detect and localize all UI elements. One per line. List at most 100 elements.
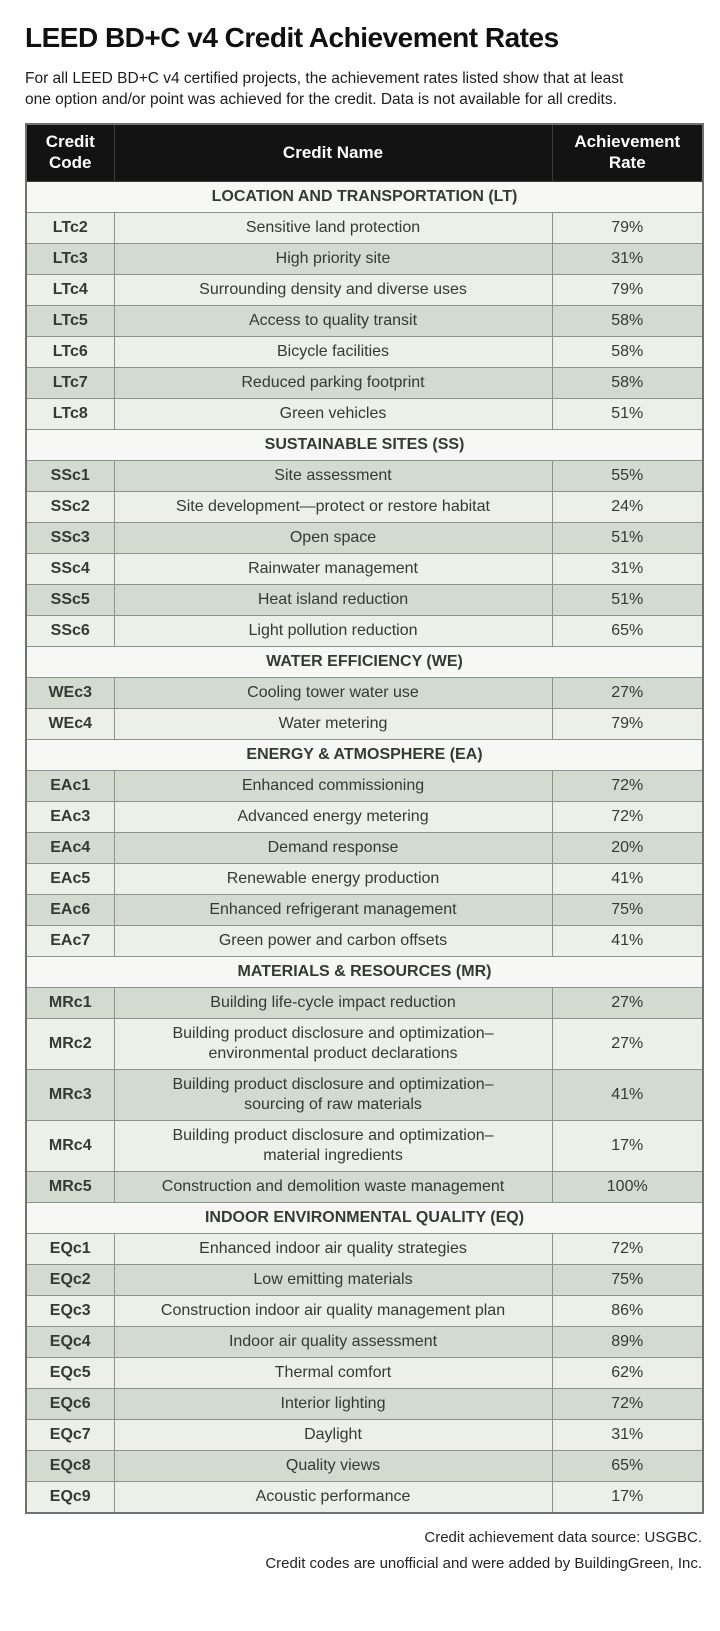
- table-row: LTc6 Bicycle facilities 58%: [25, 336, 704, 368]
- credit-name-cell: Water metering: [113, 708, 553, 740]
- section-heading: MATERIALS & RESOURCES (MR): [25, 956, 704, 988]
- table-row: LTc8 Green vehicles 51%: [25, 398, 704, 430]
- credit-name-cell: Site development—protect or restore habi…: [113, 491, 553, 523]
- footnote-credit-codes: Credit codes are unofficial and were add…: [265, 1555, 702, 1572]
- table-row: EQc1 Enhanced indoor air quality strategi…: [25, 1233, 704, 1265]
- achievement-rate-cell: 79%: [551, 274, 704, 306]
- credit-code-cell: EQc9: [25, 1481, 115, 1514]
- achievement-rate-cell: 58%: [551, 305, 704, 337]
- section-heading: INDOOR ENVIRONMENTAL QUALITY (EQ): [25, 1202, 704, 1234]
- achievement-rate-cell: 20%: [551, 832, 704, 864]
- table-row: EAc4 Demand response 20%: [25, 832, 704, 864]
- credit-code-cell: SSc5: [25, 584, 115, 616]
- credit-name-cell: Cooling tower water use: [113, 677, 553, 709]
- credit-code-cell: MRc5: [25, 1171, 115, 1203]
- achievement-rate-cell: 86%: [551, 1295, 704, 1327]
- credit-name-cell: Rainwater management: [113, 553, 553, 585]
- credit-name-cell: Building product disclosure and optimiza…: [113, 1120, 553, 1172]
- achievement-rate-cell: 31%: [551, 243, 704, 275]
- achievement-rate-cell: 65%: [551, 615, 704, 647]
- credit-table-body: LOCATION AND TRANSPORTATION (LT) LTc2 Sens…: [25, 181, 704, 1514]
- credit-name-cell: Renewable energy production: [113, 863, 553, 895]
- credit-code-cell: EQc6: [25, 1388, 115, 1420]
- credit-name-cell: Heat island reduction: [113, 584, 553, 616]
- section-heading: LOCATION AND TRANSPORTATION (LT): [25, 181, 704, 213]
- footnotes: Credit achievement data source: USGBC. C…: [25, 1529, 702, 1572]
- credit-name-cell: Bicycle facilities: [113, 336, 553, 368]
- credit-name-cell: Access to quality transit: [113, 305, 553, 337]
- section-header-row: ENERGY & ATMOSPHERE (EA): [25, 739, 704, 771]
- section-header-row: SUSTAINABLE SITES (SS): [25, 429, 704, 461]
- page-subtitle: For all LEED BD+C v4 certified projects,…: [25, 70, 624, 108]
- credit-name-cell: High priority site: [113, 243, 553, 275]
- page: LEED BD+C v4 Credit Achievement Rates Fo…: [25, 22, 704, 1572]
- achievement-rate-cell: 27%: [551, 1018, 704, 1070]
- credit-name-cell: Interior lighting: [113, 1388, 553, 1420]
- achievement-rate-cell: 100%: [551, 1171, 704, 1203]
- credit-name-cell: Surrounding density and diverse uses: [113, 274, 553, 306]
- table-header-row: Credit Code Credit Name Achievement Rate: [25, 123, 704, 182]
- column-header-credit-code: Credit Code: [25, 123, 115, 182]
- achievement-rate-cell: 31%: [551, 1419, 704, 1451]
- page-title: LEED BD+C v4 Credit Achievement Rates: [25, 22, 559, 53]
- credit-name-cell: Advanced energy metering: [113, 801, 553, 833]
- table-row: SSc1 Site assessment 55%: [25, 460, 704, 492]
- section-heading: ENERGY & ATMOSPHERE (EA): [25, 739, 704, 771]
- credit-code-cell: EQc7: [25, 1419, 115, 1451]
- table-row: MRc2 Building product disclosure and opti…: [25, 1018, 704, 1070]
- table-row: LTc7 Reduced parking footprint 58%: [25, 367, 704, 399]
- credit-name-cell: Building product disclosure and optimiza…: [113, 1069, 553, 1121]
- section-header-row: INDOOR ENVIRONMENTAL QUALITY (EQ): [25, 1202, 704, 1234]
- credit-code-cell: LTc7: [25, 367, 115, 399]
- credit-name-cell: Building life-cycle impact reduction: [113, 987, 553, 1019]
- table-row: MRc3 Building product disclosure and opti…: [25, 1069, 704, 1121]
- table-row: EQc5 Thermal comfort 62%: [25, 1357, 704, 1389]
- credit-name-cell: Enhanced commissioning: [113, 770, 553, 802]
- table-row: EAc5 Renewable energy production 41%: [25, 863, 704, 895]
- credit-code-cell: MRc4: [25, 1120, 115, 1172]
- table-row: SSc6 Light pollution reduction 65%: [25, 615, 704, 647]
- credit-code-cell: EQc4: [25, 1326, 115, 1358]
- table-row: EAc3 Advanced energy metering 72%: [25, 801, 704, 833]
- table-row: EQc4 Indoor air quality assessment 89%: [25, 1326, 704, 1358]
- achievement-rate-cell: 62%: [551, 1357, 704, 1389]
- credit-code-cell: WEc4: [25, 708, 115, 740]
- credit-achievement-table: Credit Code Credit Name Achievement Rate…: [25, 123, 704, 1514]
- achievement-rate-cell: 55%: [551, 460, 704, 492]
- credit-name-cell: Green power and carbon offsets: [113, 925, 553, 957]
- credit-code-cell: LTc3: [25, 243, 115, 275]
- achievement-rate-cell: 41%: [551, 863, 704, 895]
- achievement-rate-cell: 89%: [551, 1326, 704, 1358]
- credit-name-cell: Daylight: [113, 1419, 553, 1451]
- credit-code-cell: SSc1: [25, 460, 115, 492]
- achievement-rate-cell: 58%: [551, 367, 704, 399]
- achievement-rate-cell: 51%: [551, 398, 704, 430]
- achievement-rate-cell: 24%: [551, 491, 704, 523]
- table-row: MRc1 Building life-cycle impact reduction…: [25, 987, 704, 1019]
- credit-name-cell: Demand response: [113, 832, 553, 864]
- table-row: SSc5 Heat island reduction 51%: [25, 584, 704, 616]
- table-row: LTc4 Surrounding density and diverse uses…: [25, 274, 704, 306]
- credit-code-cell: EQc2: [25, 1264, 115, 1296]
- credit-code-cell: LTc5: [25, 305, 115, 337]
- credit-name-cell: Green vehicles: [113, 398, 553, 430]
- credit-name-cell: Reduced parking footprint: [113, 367, 553, 399]
- credit-name-cell: Open space: [113, 522, 553, 554]
- credit-code-cell: EAc4: [25, 832, 115, 864]
- column-header-achievement-rate: Achievement Rate: [551, 123, 704, 182]
- achievement-rate-cell: 17%: [551, 1120, 704, 1172]
- table-row: EAc1 Enhanced commissioning 72%: [25, 770, 704, 802]
- credit-code-cell: SSc6: [25, 615, 115, 647]
- achievement-rate-cell: 41%: [551, 1069, 704, 1121]
- credit-name-cell: Building product disclosure and optimiza…: [113, 1018, 553, 1070]
- credit-name-cell: Construction indoor air quality manageme…: [113, 1295, 553, 1327]
- table-row: WEc4 Water metering 79%: [25, 708, 704, 740]
- table-row: SSc4 Rainwater management 31%: [25, 553, 704, 585]
- section-heading: WATER EFFICIENCY (WE): [25, 646, 704, 678]
- achievement-rate-cell: 72%: [551, 801, 704, 833]
- table-row: LTc2 Sensitive land protection 79%: [25, 212, 704, 244]
- credit-code-cell: MRc2: [25, 1018, 115, 1070]
- achievement-rate-cell: 75%: [551, 894, 704, 926]
- table-row: LTc5 Access to quality transit 58%: [25, 305, 704, 337]
- table-row: MRc4 Building product disclosure and opti…: [25, 1120, 704, 1172]
